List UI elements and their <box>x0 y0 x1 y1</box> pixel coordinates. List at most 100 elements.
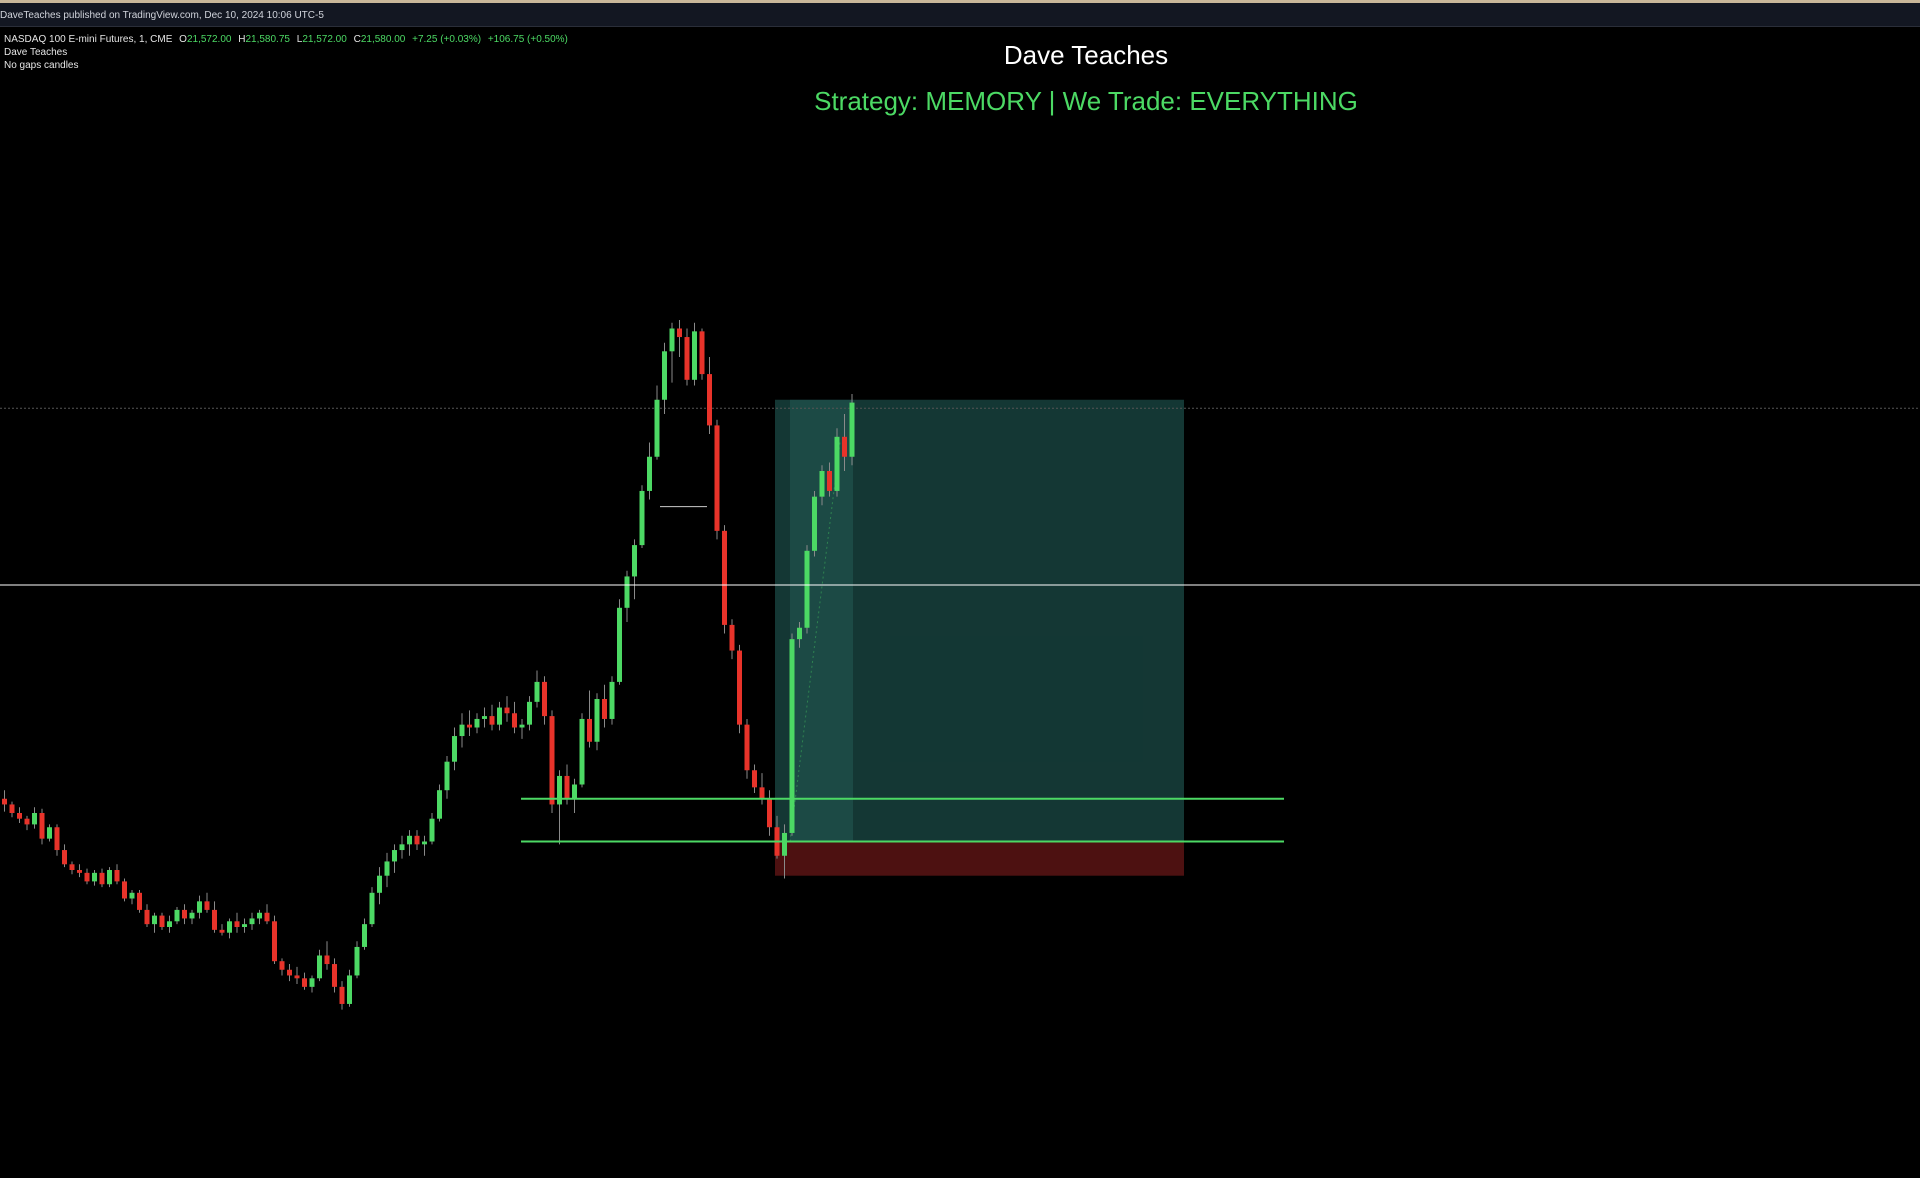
candle-up <box>789 639 795 833</box>
candle-up <box>129 892 135 899</box>
levels-group <box>0 584 1920 843</box>
high-key: H <box>238 34 246 45</box>
candle-down <box>842 436 847 457</box>
session-change-value: +106.75 (+0.50%) <box>487 34 568 45</box>
candle-up <box>347 975 352 1004</box>
candle-down <box>602 699 607 719</box>
candle-down <box>122 881 127 899</box>
candle-up <box>692 331 697 380</box>
candle-up <box>227 921 232 933</box>
candle-down <box>324 955 330 965</box>
close-value: 21,580.00 <box>360 34 406 45</box>
candle-down <box>512 713 517 728</box>
candle-down <box>414 835 420 845</box>
candle-down <box>564 775 570 799</box>
candle-up <box>437 790 442 819</box>
candle-down <box>752 770 757 788</box>
candle-down <box>17 813 22 819</box>
candle-down <box>84 872 90 882</box>
candle-up <box>392 850 397 862</box>
high-value: 21,580.75 <box>245 34 290 45</box>
candle-down <box>279 961 285 970</box>
candle-down <box>159 915 165 927</box>
candle-up <box>519 724 525 728</box>
candle-down <box>144 909 150 925</box>
candle-down <box>714 425 720 531</box>
candle-up <box>369 892 375 925</box>
candle-down <box>759 787 765 799</box>
open-key: O <box>179 34 187 45</box>
change-value: +7.25 (+0.03%) <box>412 34 482 45</box>
close-key: C <box>353 34 361 45</box>
candle-up <box>834 436 840 491</box>
candle-up <box>497 707 502 725</box>
candle-down <box>2 798 7 805</box>
candle-up <box>107 870 112 885</box>
candle-up <box>354 946 360 976</box>
candle-down <box>827 471 832 491</box>
candle-up <box>384 861 390 876</box>
candle-up <box>377 875 382 893</box>
chart-title: Dave Teaches <box>1003 40 1169 70</box>
candle-down <box>54 827 60 851</box>
open-value: 21,572.00 <box>186 34 232 45</box>
candle-up <box>662 351 667 400</box>
candle-up <box>849 402 855 457</box>
candle-down <box>62 850 67 865</box>
candle-up <box>197 901 202 913</box>
candle-up <box>482 716 487 719</box>
symbol-label[interactable]: NASDAQ 100 E-mini Futures, 1, CME <box>4 34 173 45</box>
candle-down <box>264 912 270 922</box>
chart-subtitle: Strategy: MEMORY | We Trade: EVERYTHING <box>814 86 1358 116</box>
indicator-legend-no-gaps[interactable]: No gaps candles <box>4 60 79 71</box>
candle-up <box>819 471 825 497</box>
candle-down <box>204 901 210 910</box>
candle-up <box>617 607 622 682</box>
candle-down <box>677 328 682 338</box>
candle-down <box>744 724 750 771</box>
candle-down <box>182 909 187 919</box>
low-key: L <box>296 34 303 45</box>
candle-up <box>452 736 457 762</box>
candle-down <box>302 978 307 987</box>
candle-down <box>114 870 120 882</box>
target-zone[interactable] <box>775 399 1184 842</box>
candle-up <box>317 955 322 979</box>
candle-down <box>722 530 727 625</box>
candle-up <box>609 681 615 719</box>
candle-up <box>429 818 435 842</box>
candle-down <box>587 718 592 742</box>
indicator-legend-dave-teaches[interactable]: Dave Teaches <box>4 47 68 58</box>
candle-up <box>797 627 802 640</box>
candles-group <box>2 319 855 1010</box>
candle-down <box>137 892 142 910</box>
candle-up <box>249 918 255 925</box>
stop-zone[interactable] <box>775 841 1184 876</box>
candle-up <box>782 832 787 856</box>
candle-up <box>92 872 97 882</box>
candle-down <box>767 798 772 828</box>
candle-up <box>47 827 52 839</box>
ohlc-legend-row[interactable]: NASDAQ 100 E-mini Futures, 1, CME O21,57… <box>4 33 568 46</box>
candle-up <box>594 699 600 742</box>
candle-up <box>242 924 247 927</box>
candle-down <box>542 681 547 717</box>
candle-up <box>639 490 645 546</box>
publish-text: DaveTeaches published on TradingView.com… <box>0 10 324 21</box>
candle-up <box>399 844 405 851</box>
candle-down <box>707 374 712 426</box>
candle-down <box>234 921 240 927</box>
candle-down <box>219 929 225 933</box>
candle-up <box>474 718 480 728</box>
candle-up <box>804 550 810 628</box>
candle-down <box>9 804 15 813</box>
candle-down <box>39 813 45 839</box>
candle-up <box>189 912 195 919</box>
candle-up <box>654 399 660 457</box>
candle-up <box>422 841 427 845</box>
candle-up <box>174 909 180 922</box>
candle-down <box>489 716 495 725</box>
candle-up <box>152 915 157 925</box>
chart-legend: NASDAQ 100 E-mini Futures, 1, CME O21,57… <box>4 33 568 72</box>
